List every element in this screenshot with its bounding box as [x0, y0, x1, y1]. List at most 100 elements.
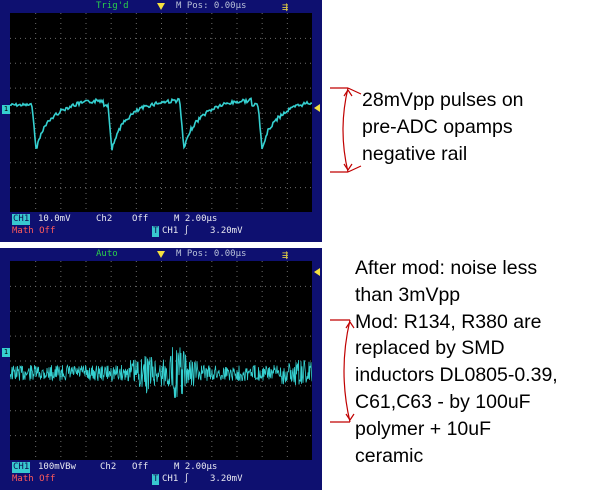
grid-dot	[85, 188, 87, 189]
grid-dot	[30, 37, 31, 39]
grid-dot	[60, 208, 62, 209]
grid-dot	[135, 118, 137, 119]
grid-dot	[125, 162, 126, 164]
grid-dot	[125, 410, 126, 412]
grid-dot	[35, 266, 37, 267]
grid-dot	[195, 62, 196, 64]
grid-dot	[211, 426, 213, 427]
grid-dot	[286, 451, 288, 452]
grid-dot	[155, 162, 156, 164]
grid-dot	[286, 148, 288, 149]
grid-dot	[20, 187, 21, 189]
grid-dot	[165, 285, 166, 287]
grid-dot	[35, 37, 36, 39]
grid-dot	[245, 410, 246, 412]
grid-dot	[165, 435, 166, 437]
grid-dot	[135, 187, 136, 189]
grid-dot	[90, 285, 91, 287]
grid-dot	[211, 306, 213, 307]
grid-dot	[240, 87, 241, 89]
grid-dot	[260, 37, 261, 39]
grid-dot	[135, 441, 137, 442]
grid-dot	[261, 28, 263, 29]
grid-dot	[60, 33, 62, 34]
grid-dot	[261, 33, 263, 34]
grid-dot	[240, 285, 241, 287]
grid-dot	[85, 137, 86, 139]
grid-dot	[15, 410, 16, 412]
grid-dot	[170, 112, 171, 114]
grid-dot	[150, 87, 151, 89]
grid-dot	[211, 118, 213, 119]
grid-dot	[60, 296, 62, 297]
grid-dot	[85, 18, 87, 19]
grid-dot	[236, 103, 238, 104]
grid-dot	[261, 153, 263, 154]
grid-dot	[135, 451, 137, 452]
grid-dot	[35, 68, 37, 69]
grid-dot	[211, 163, 213, 164]
grid-dot	[186, 331, 188, 332]
grid-dot	[20, 87, 21, 89]
grid-dot	[75, 137, 76, 139]
grid-dot	[286, 143, 288, 144]
grid-dot	[25, 285, 26, 287]
grid-dot	[100, 385, 101, 387]
grid-dot	[286, 138, 288, 139]
grid-dot	[10, 187, 11, 189]
grid-dot	[305, 62, 306, 64]
grid-dot	[236, 281, 238, 282]
grid-dot	[60, 385, 61, 387]
grid-dot	[265, 435, 266, 437]
grid-dot	[135, 168, 137, 169]
grid-dot	[286, 341, 288, 342]
grid-dot	[110, 331, 112, 332]
grid-dot	[60, 148, 62, 149]
trigger-level: 3.20mV	[210, 474, 243, 484]
grid-dot	[120, 335, 121, 337]
grid-dot	[65, 385, 66, 387]
grid-dot	[55, 385, 56, 387]
grid-dot	[15, 360, 16, 362]
grid-dot	[235, 112, 236, 114]
grid-dot	[161, 98, 162, 99]
grid-dot	[60, 451, 62, 452]
grid-dot	[275, 435, 276, 437]
grid-dot	[35, 168, 37, 169]
grid-dot	[236, 118, 238, 119]
grid-dot	[161, 38, 162, 39]
grid-dot	[210, 62, 211, 64]
grid-dot	[140, 137, 141, 139]
grid-dot	[60, 18, 62, 19]
grid-dot	[205, 360, 206, 362]
grid-dot	[110, 103, 112, 104]
grid-dot	[95, 62, 96, 64]
grid-dot	[135, 421, 137, 422]
grid-dot	[50, 112, 51, 114]
grid-dot	[35, 158, 37, 159]
grid-dot	[161, 143, 162, 144]
grid-dot	[135, 261, 137, 262]
grid-dot	[60, 366, 62, 367]
grid-dot	[40, 435, 41, 437]
grid-dot	[35, 321, 37, 322]
grid-dot	[275, 187, 276, 189]
grid-dot	[35, 396, 37, 397]
grid-dot	[110, 48, 112, 49]
grid-dot	[305, 385, 306, 387]
grid-dot	[236, 58, 238, 59]
grid-dot	[110, 401, 112, 402]
grid-dot	[110, 198, 112, 199]
grid-dot	[236, 178, 238, 179]
grid-dot	[135, 193, 137, 194]
grid-dot	[161, 321, 162, 322]
grid-dot	[135, 406, 137, 407]
grid-dot	[261, 163, 263, 164]
waveform-plot	[10, 261, 312, 457]
grid-dot	[125, 187, 126, 189]
grid-dot	[295, 285, 296, 287]
grid-dot	[211, 331, 213, 332]
grid-dot	[186, 316, 188, 317]
grid-dot	[60, 118, 62, 119]
grid-dot	[60, 321, 62, 322]
